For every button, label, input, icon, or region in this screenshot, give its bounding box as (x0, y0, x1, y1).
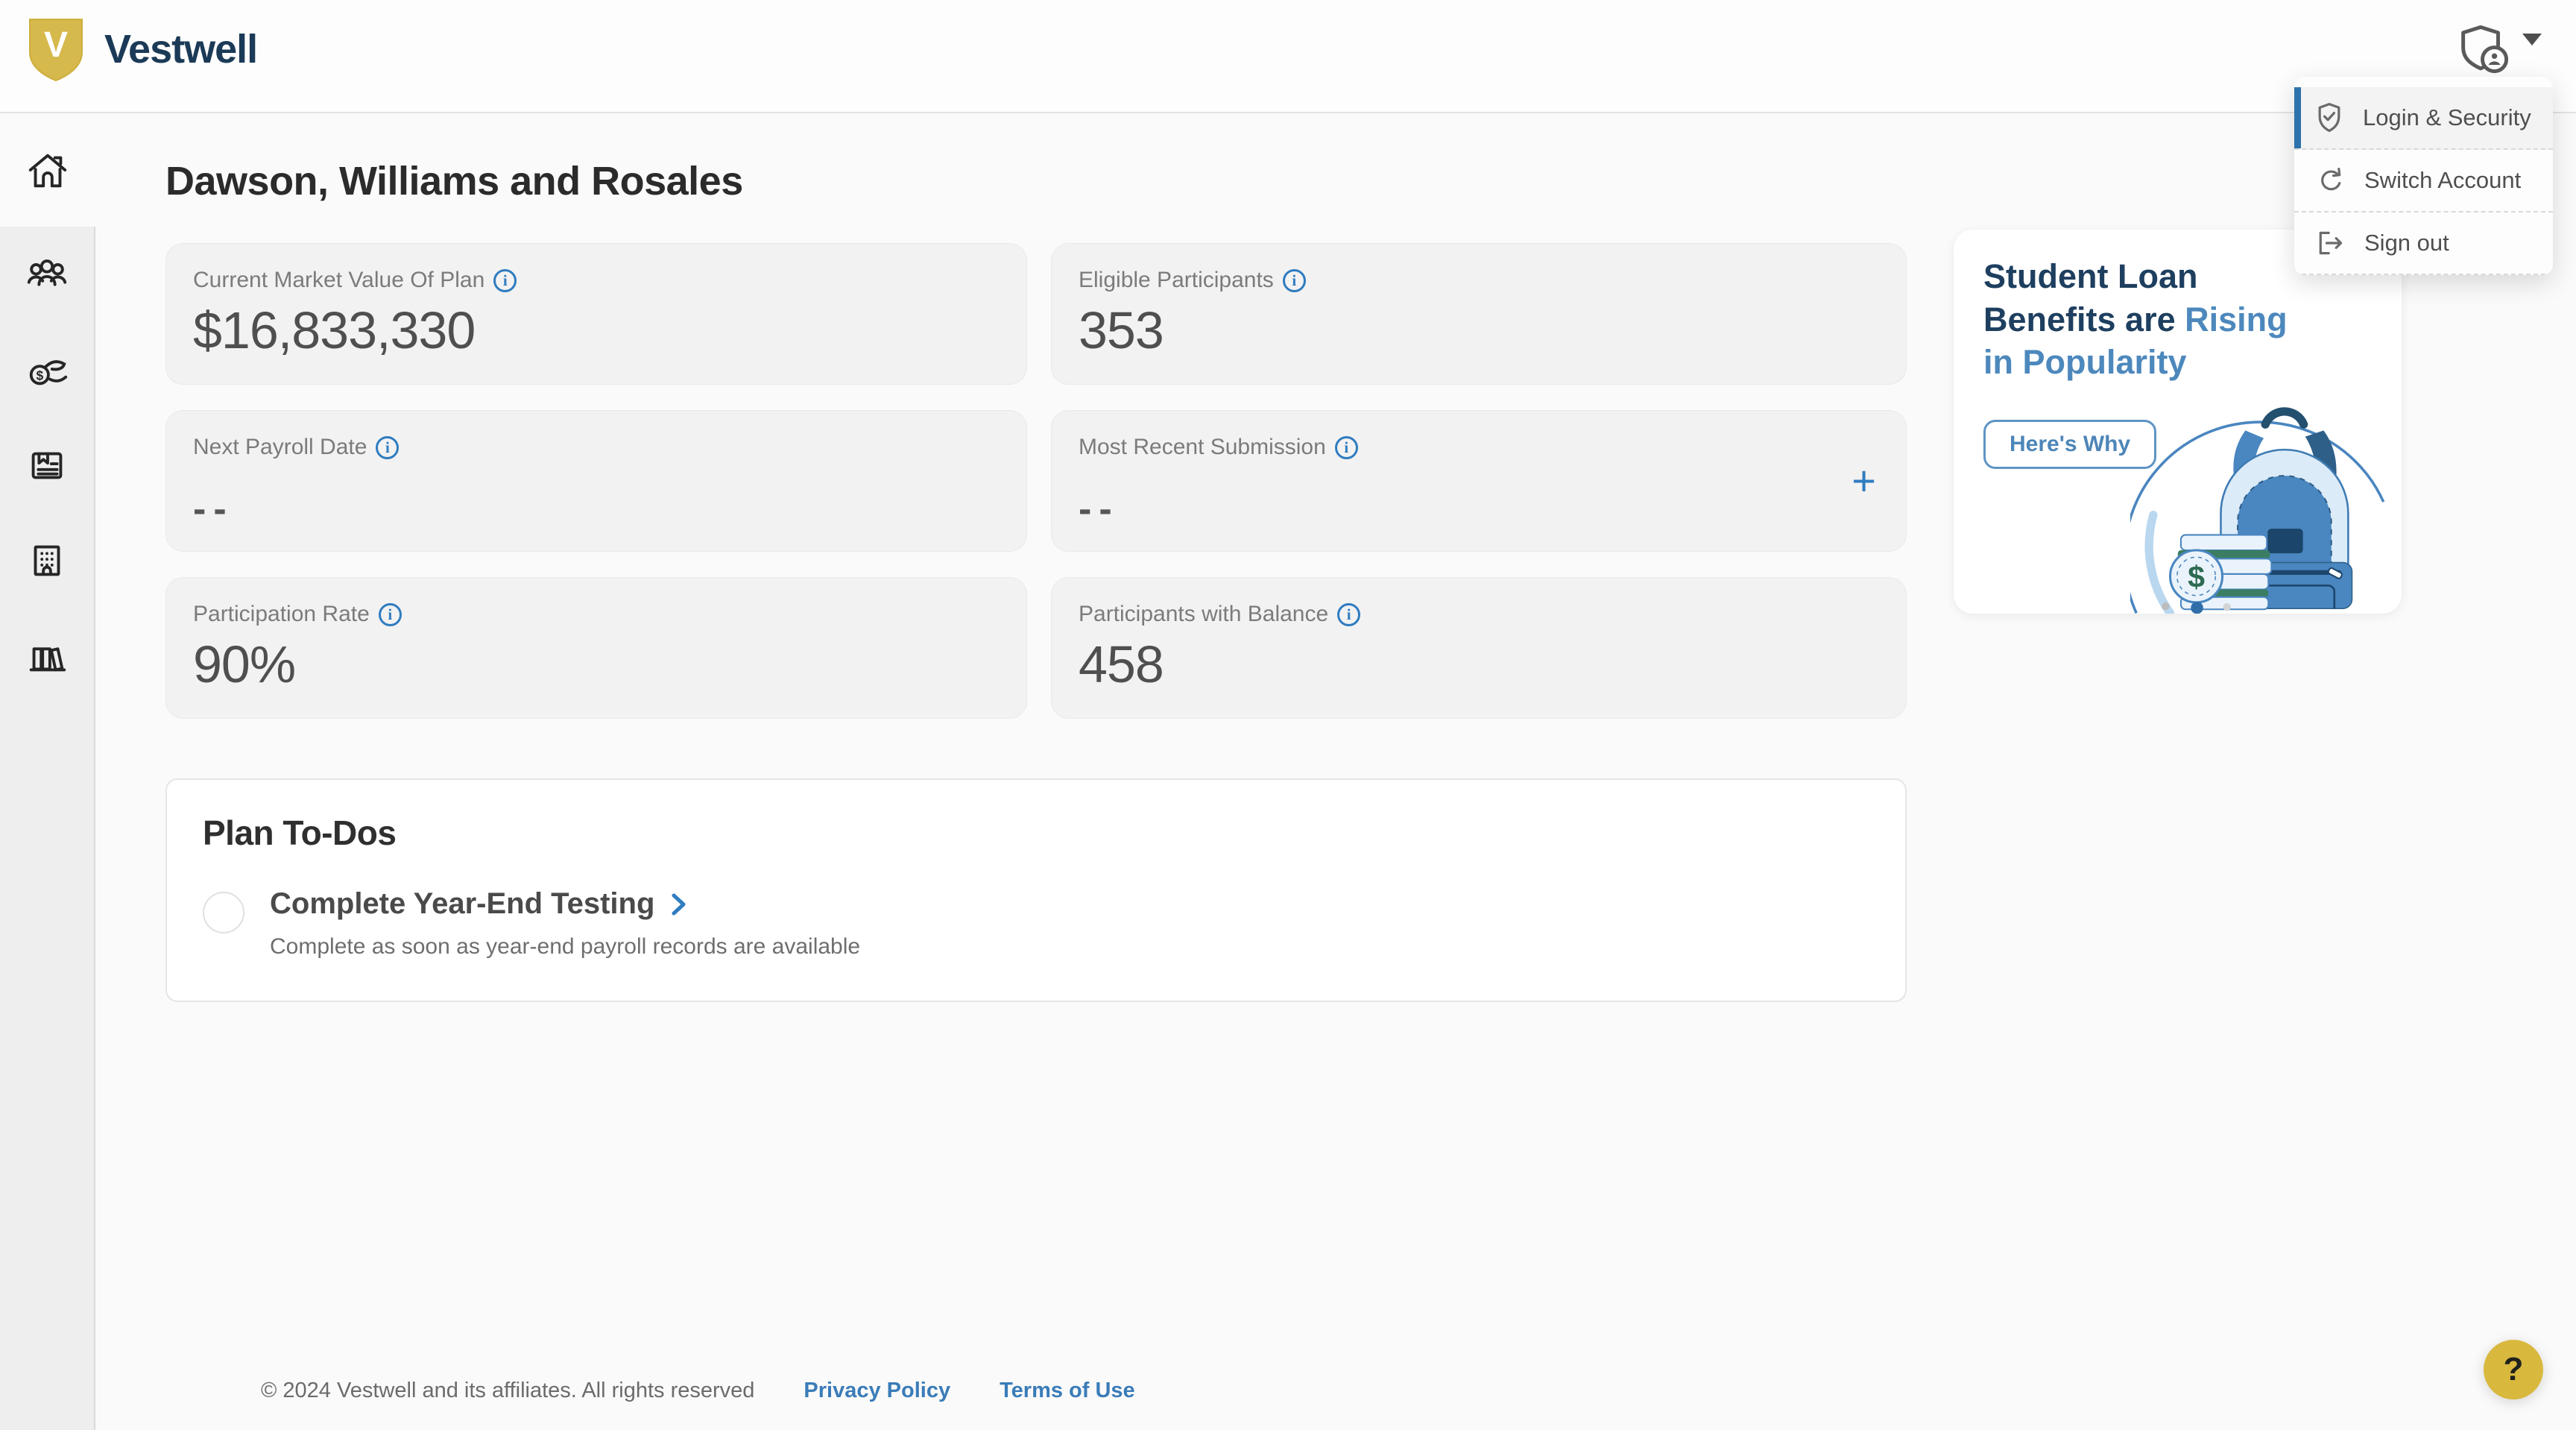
shield-user-icon (2461, 25, 2509, 74)
top-header: V Vestwell (0, 0, 2576, 113)
student-loan-promo-card[interactable]: Student Loan Benefits are Rising in Popu… (1954, 230, 2402, 614)
menu-item-sign-out[interactable]: Sign out (2294, 212, 2553, 275)
sidebar-item-company[interactable] (0, 513, 94, 608)
menu-item-switch-account[interactable]: Switch Account (2294, 150, 2553, 212)
sidebar-item-contributions[interactable]: $ (0, 322, 94, 418)
stat-card-participants-with-balance: Participants with Balance i 458 (1051, 577, 1907, 719)
vestwell-shield-icon: V (29, 19, 83, 82)
stat-card-market-value: Current Market Value Of Plan i $16,833,3… (165, 243, 1027, 385)
copyright-text: © 2024 Vestwell and its affiliates. All … (261, 1379, 755, 1402)
todo-checkbox[interactable] (203, 892, 244, 933)
help-button[interactable]: ? (2484, 1340, 2543, 1399)
menu-item-label: Switch Account (2364, 167, 2522, 193)
stat-label-text: Participation Rate (193, 602, 370, 626)
account-menu-button[interactable] (2457, 22, 2542, 77)
promo-title-dark: Student Loan (1983, 257, 2198, 295)
plan-documents-icon (31, 452, 63, 479)
home-icon (28, 154, 67, 188)
stat-value: -- (193, 488, 234, 531)
svg-text:V: V (44, 25, 68, 65)
stat-label-text: Current Market Value Of Plan (193, 268, 485, 292)
main-content: Dawson, Williams and Rosales Current Mar… (95, 115, 2576, 1430)
stat-label: Current Market Value Of Plan i (193, 268, 1000, 293)
backpack-with-coins-illustration: $ (2130, 407, 2385, 614)
stat-label-text: Eligible Participants (1079, 268, 1274, 292)
add-submission-button[interactable]: + (1852, 457, 1876, 504)
stat-value: 458 (1079, 635, 1164, 693)
chevron-down-icon (2522, 34, 2542, 45)
todo-subtitle: Complete as soon as year-end payroll rec… (270, 934, 861, 959)
promo-title-dark: Benefits are (1983, 300, 2176, 338)
plan-stats-grid: Current Market Value Of Plan i $16,833,3… (165, 243, 1907, 719)
account-dropdown-menu: Login & Security Switch Account Sign out (2294, 77, 2553, 275)
todo-title[interactable]: Complete Year-End Testing (270, 887, 655, 920)
info-icon[interactable]: i (493, 268, 517, 292)
stat-value: 353 (1079, 301, 1164, 359)
participants-icon (27, 259, 67, 286)
active-indicator-bar (2294, 87, 2301, 148)
sidebar-item-resources[interactable] (0, 608, 94, 704)
menu-item-login-security[interactable]: Login & Security (2294, 87, 2553, 150)
company-icon (34, 545, 60, 576)
shield-check-icon (2318, 103, 2340, 133)
question-mark-icon: ? (2503, 1351, 2524, 1388)
info-icon[interactable]: i (1334, 435, 1358, 459)
info-icon[interactable]: i (376, 435, 400, 459)
vestwell-logo[interactable]: V Vestwell (27, 16, 258, 82)
svg-text:$: $ (36, 368, 43, 383)
contributions-icon: $ (29, 360, 68, 385)
stat-label: Most Recent Submission i (1079, 435, 1879, 460)
todo-item-year-end-testing[interactable]: Complete Year-End Testing Complete as so… (203, 887, 1869, 960)
stat-label: Next Payroll Date i (193, 435, 1000, 460)
stat-card-eligible-participants: Eligible Participants i 353 (1051, 243, 1907, 385)
heres-why-button[interactable]: Here's Why (1983, 419, 2157, 469)
page-title: Dawson, Williams and Rosales (165, 159, 743, 204)
menu-item-label: Login & Security (2363, 104, 2531, 130)
terms-of-use-link[interactable]: Terms of Use (1000, 1379, 1135, 1402)
promo-title: Student Loan Benefits are Rising in Popu… (1983, 255, 2326, 384)
stat-label: Eligible Participants i (1079, 268, 1879, 293)
sign-out-icon (2319, 231, 2343, 255)
promo-title-blue: in Popularity (1983, 343, 2187, 382)
promo-title-blue: Rising (2185, 300, 2288, 338)
info-icon[interactable]: i (1337, 602, 1361, 626)
sidebar-item-home[interactable] (0, 115, 95, 227)
plan-todos-heading: Plan To-Dos (203, 813, 397, 852)
svg-text:$: $ (2188, 559, 2205, 593)
stat-card-most-recent-submission: Most Recent Submission i -- + (1051, 410, 1907, 552)
stat-label: Participants with Balance i (1079, 602, 1879, 627)
footer: © 2024 Vestwell and its affiliates. All … (261, 1379, 1135, 1403)
left-nav-sidebar: $ (0, 115, 95, 1430)
stat-value: 90% (193, 635, 296, 693)
stat-card-participation-rate: Participation Rate i 90% (165, 577, 1027, 719)
sidebar-item-plan-documents[interactable] (0, 418, 94, 513)
brand-name: Vestwell (104, 27, 258, 72)
plan-todos-card: Plan To-Dos Complete Year-End Testing Co… (165, 778, 1907, 1002)
sidebar-item-participants[interactable] (0, 227, 94, 322)
privacy-policy-link[interactable]: Privacy Policy (804, 1379, 951, 1402)
stat-label-text: Next Payroll Date (193, 435, 367, 459)
stat-card-next-payroll-date: Next Payroll Date i -- (165, 410, 1027, 552)
resources-icon (29, 647, 66, 672)
chevron-right-icon[interactable] (669, 889, 689, 919)
switch-account-icon (2321, 167, 2341, 191)
menu-item-label: Sign out (2364, 230, 2449, 256)
info-icon[interactable]: i (1282, 268, 1306, 292)
stat-value: -- (1079, 488, 1120, 531)
stat-label-text: Participants with Balance (1079, 602, 1329, 626)
stat-value: $16,833,330 (193, 301, 476, 359)
info-icon[interactable]: i (378, 602, 402, 626)
stat-label-text: Most Recent Submission (1079, 435, 1326, 459)
stat-label: Participation Rate i (193, 602, 1000, 627)
